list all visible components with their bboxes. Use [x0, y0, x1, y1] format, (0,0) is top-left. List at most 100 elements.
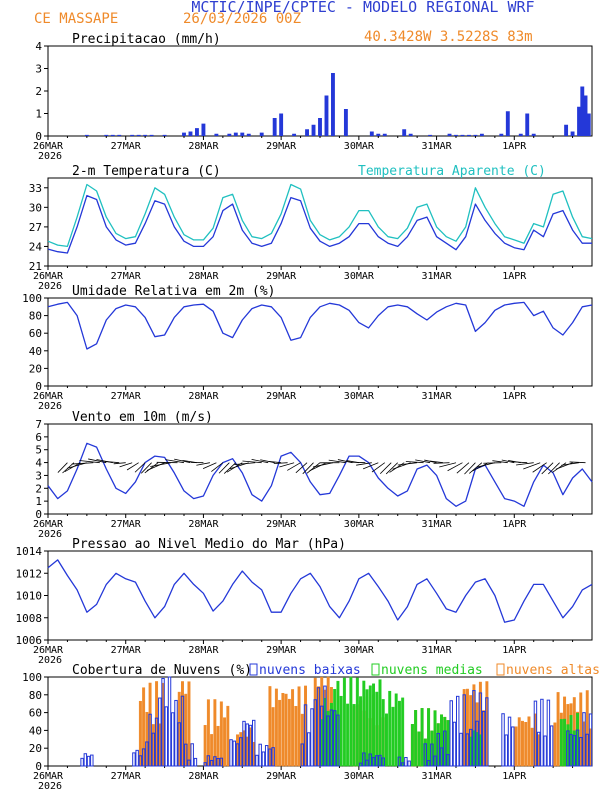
cloud-bar	[420, 708, 424, 767]
cloud-bar	[242, 720, 246, 767]
cloud-bar	[164, 706, 169, 767]
wind-ytick-label: 0	[35, 508, 42, 521]
wind-vector	[362, 462, 379, 470]
wind-vector	[104, 461, 120, 464]
cloud-bar	[216, 758, 220, 767]
precip-bar	[233, 132, 238, 136]
wind-year-label: 2026	[38, 529, 62, 540]
cloud-bar	[219, 701, 223, 767]
precip-bar	[343, 109, 348, 136]
cloud-bar	[90, 754, 94, 767]
press-line-blue	[47, 559, 593, 623]
cloud-bar	[385, 713, 388, 767]
precip-bar	[201, 123, 206, 136]
precip-bar	[460, 134, 465, 136]
precip-bar	[580, 86, 585, 136]
precip-bar	[272, 118, 277, 136]
cloud-bar	[349, 676, 353, 767]
cloud-bar	[174, 699, 178, 767]
cloud-bar	[209, 759, 214, 767]
wind-vector	[511, 461, 528, 464]
wind-vector	[541, 462, 554, 475]
wind-vector	[165, 459, 185, 464]
cloud-bar	[274, 688, 278, 767]
wind-vector	[119, 462, 133, 468]
cloud-bar	[258, 743, 262, 767]
press-ytick-label: 1010	[16, 590, 43, 603]
cloud-bar	[575, 729, 580, 767]
precip-bar	[467, 134, 471, 136]
cloud-bar	[549, 725, 554, 767]
temp-ytick-label: 30	[29, 201, 42, 214]
rh-ytick-label: 100	[22, 292, 42, 305]
cloud-bar	[400, 762, 405, 767]
precip-bar	[447, 133, 452, 136]
cloud-bar	[414, 710, 418, 767]
cloud-bar	[326, 715, 330, 767]
precip-bar	[518, 133, 523, 136]
cloud-bar	[310, 708, 314, 767]
cloud-bar	[264, 745, 269, 767]
press-xtick-label: 26MAR	[33, 645, 64, 656]
temp-xtick-label: 29MAR	[266, 271, 297, 282]
cloud-bar	[359, 696, 363, 767]
wind-xtick-label: 26MAR	[33, 519, 64, 530]
wind-vector	[126, 462, 139, 471]
cloud-bar	[86, 755, 91, 767]
wind-vector	[516, 462, 534, 466]
temp-year-label: 2026	[38, 281, 62, 292]
wind-vector	[313, 462, 334, 468]
precip-bar	[577, 106, 581, 136]
cloud-bar	[556, 692, 560, 767]
cloud-bar	[585, 733, 589, 767]
precip-title: Precipitacao (mm/h)	[72, 32, 221, 47]
rh-frame	[47, 297, 593, 387]
cloud-bar	[148, 713, 152, 767]
wind-vector	[569, 461, 586, 464]
precip-bar	[104, 134, 109, 136]
precip-panel: Precipitacao (mm/h) 0 1 2 3 4 26MAR 27MAR 28MAR 2…	[33, 32, 593, 162]
cloud-bar	[213, 699, 217, 767]
precip-bar	[586, 113, 591, 136]
cloud-bar	[514, 726, 518, 767]
press-xtick-label: 31MAR	[422, 645, 453, 656]
wind-vector	[439, 462, 457, 468]
precip-bar	[402, 129, 407, 136]
precip-bar	[117, 134, 122, 136]
wind-ytick-label: 7	[35, 418, 42, 431]
press-title: Pressao ao Nivel Medio do Mar (hPa)	[72, 537, 346, 552]
cloud-xtick-label: 1APR	[502, 771, 527, 782]
press-year-label: 2026	[38, 655, 62, 666]
cloud-bar	[248, 724, 253, 767]
temp-legend-label: Temperatura Aparente (C)	[358, 164, 546, 179]
precip-bar	[324, 95, 329, 136]
precip-bar	[570, 131, 575, 136]
cloud-bar	[300, 743, 305, 767]
cloud-ytick-label: 20	[29, 742, 42, 755]
wind-vector	[279, 462, 295, 468]
cloud-bar	[563, 718, 567, 767]
precip-bar	[279, 113, 284, 136]
cloud-bar	[138, 755, 143, 767]
temp-xtick-label: 1APR	[502, 271, 527, 282]
cloud-xtick-label: 26MAR	[33, 771, 64, 782]
cloud-bar	[417, 731, 421, 767]
cloud-year-label: 2026	[38, 781, 62, 792]
cloud-bar	[167, 676, 172, 767]
cloud-bar	[268, 748, 272, 767]
cloud-bar	[371, 757, 376, 767]
cloud-bar	[141, 748, 146, 767]
cloud-legend-label: nuvens altas	[506, 663, 600, 678]
wind-vector	[196, 462, 210, 466]
cloud-bar	[135, 749, 139, 767]
coordinates-label: 40.3428W 3.5228S 83m	[364, 29, 533, 45]
temp-xtick-label: 28MAR	[188, 271, 219, 282]
cloud-bar	[190, 743, 194, 767]
cloud-bar	[443, 730, 447, 767]
cloud-bar	[430, 743, 434, 767]
precip-bar	[376, 133, 381, 136]
cloud-legend-swatch	[249, 663, 258, 676]
precip-bar	[130, 134, 135, 136]
cloud-bar	[184, 743, 188, 767]
